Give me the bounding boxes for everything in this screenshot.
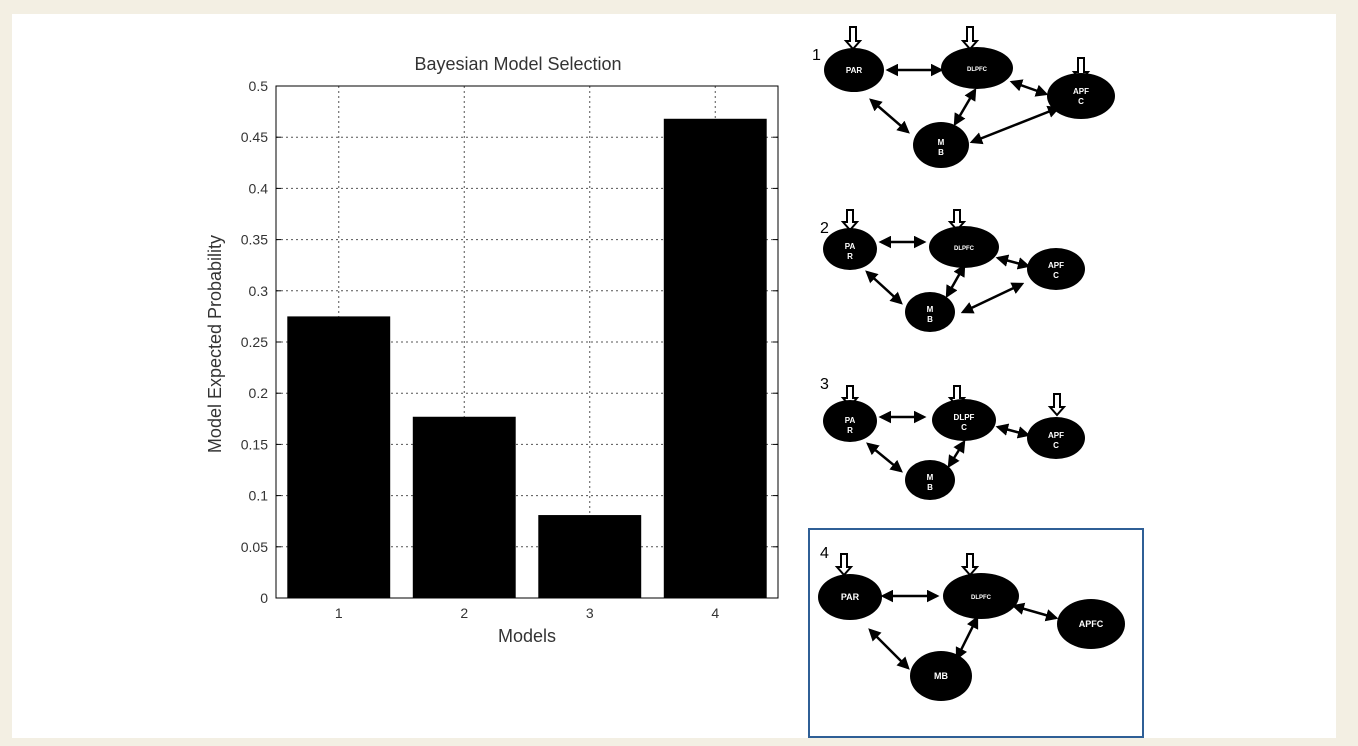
input-arrow-dlpfc	[960, 553, 980, 577]
node-apfc	[1057, 599, 1125, 649]
input-arrow-apfc	[1047, 393, 1067, 417]
input-arrow-par	[843, 26, 863, 51]
bar-model-1	[287, 316, 391, 598]
y-tick-label: 0.05	[241, 539, 268, 555]
node-mb	[910, 651, 972, 701]
bar-chart: Bayesian Model Selection 0 0.05 0.1 0.15 0.2…	[205, 54, 779, 646]
node-par	[823, 400, 877, 442]
y-tick-label: 0.2	[249, 385, 269, 401]
grid-layer	[276, 86, 778, 598]
node-mb-label: MB	[934, 671, 948, 681]
node-dlpfc-label: DLPFC	[967, 67, 988, 73]
input-arrow-dlpfc	[960, 26, 980, 51]
node-par	[823, 228, 877, 270]
chart-title: Bayesian Model Selection	[414, 54, 621, 74]
model-1-diagram: 1 PAR DLPFC APF C M B	[812, 26, 1115, 168]
y-tick-label: 0.25	[241, 334, 268, 350]
node-apfc-label-b: C	[1053, 441, 1059, 450]
y-tick-label: 0.5	[249, 78, 269, 94]
node-par-label-b: R	[847, 426, 853, 435]
node-mb	[905, 292, 955, 332]
x-axis-ticks: 1 2 3 4	[335, 593, 719, 621]
node-dlpfc	[941, 47, 1013, 89]
node-dlpfc-label: DLPFC	[971, 595, 992, 601]
model-3-diagram: 3 PA R DLPF C APF C M B	[820, 376, 1085, 500]
model-2-number: 2	[820, 220, 829, 237]
model-4-diagram: 4 PAR DLPFC APFC MB	[808, 528, 1144, 738]
figure-canvas: Bayesian Model Selection 0 0.05 0.1 0.15 0.2…	[12, 14, 1336, 738]
node-apfc-label-b: C	[1078, 97, 1084, 106]
node-par-label-a: PA	[845, 416, 856, 425]
node-par-label: PAR	[841, 592, 860, 602]
x-tick-label: 2	[460, 605, 468, 621]
node-mb	[913, 122, 969, 168]
y-tick-label: 0.45	[241, 129, 268, 145]
node-dlpfc-label: DLPFC	[954, 246, 975, 252]
node-dlpfc-label-a: DLPF	[954, 413, 975, 422]
node-dlpfc-label-b: C	[961, 423, 967, 432]
y-tick-label: 0.4	[249, 180, 269, 196]
x-tick-label: 4	[711, 605, 719, 621]
node-mb-label-b: B	[927, 315, 933, 324]
node-apfc-label-a: APF	[1048, 261, 1064, 270]
input-arrow-dlpfc	[947, 209, 967, 232]
bar-model-2	[412, 416, 516, 598]
y-tick-label: 0.15	[241, 436, 268, 452]
bars-layer	[287, 118, 767, 598]
node-mb	[905, 460, 955, 500]
y-axis-label: Model Expected Probability	[205, 235, 225, 453]
node-par	[818, 574, 882, 620]
bar-model-3	[538, 515, 642, 598]
y-axis-ticks: 0 0.05 0.1 0.15 0.2 0.25 0.3 0.35 0.4 0.45 0.5	[241, 78, 778, 606]
node-mb-label-a: M	[938, 138, 945, 147]
node-dlpfc	[929, 226, 999, 268]
y-tick-label: 0.3	[249, 283, 269, 299]
node-apfc-label: APFC	[1079, 619, 1104, 629]
y-tick-label: 0.1	[249, 488, 269, 504]
bar-model-4	[663, 118, 767, 598]
node-apfc-label-a: APF	[1073, 87, 1089, 96]
node-dlpfc	[943, 573, 1019, 619]
y-tick-label: 0.35	[241, 232, 268, 248]
model-2-diagram: 2 PA R DLPFC APF C M B	[820, 209, 1085, 332]
node-par-label-b: R	[847, 252, 853, 261]
x-axis-label: Models	[498, 626, 556, 646]
input-arrow-par	[840, 209, 860, 232]
model-1-number: 1	[812, 47, 821, 64]
x-tick-label: 1	[335, 605, 343, 621]
node-mb-label-a: M	[927, 305, 934, 314]
node-dlpfc	[932, 399, 996, 441]
node-mb-label-b: B	[938, 148, 944, 157]
model-4-number: 4	[820, 545, 829, 562]
node-par-label-a: PA	[845, 242, 856, 251]
node-par	[824, 48, 884, 92]
node-par-label: PAR	[846, 66, 863, 75]
node-mb-label-a: M	[927, 473, 934, 482]
y-tick-label: 0	[260, 590, 268, 606]
node-apfc-label-b: C	[1053, 271, 1059, 280]
x-tick-label: 3	[586, 605, 594, 621]
node-apfc	[1027, 417, 1085, 459]
input-arrow-par	[834, 553, 854, 577]
winning-model-highlight-box	[808, 528, 1144, 738]
model-3-number: 3	[820, 376, 829, 393]
figure-svg: Bayesian Model Selection 0 0.05 0.1 0.15 0.2…	[205, 26, 1144, 738]
node-apfc	[1027, 248, 1085, 290]
node-mb-label-b: B	[927, 483, 933, 492]
node-apfc	[1047, 73, 1115, 119]
node-apfc-label-a: APF	[1048, 431, 1064, 440]
